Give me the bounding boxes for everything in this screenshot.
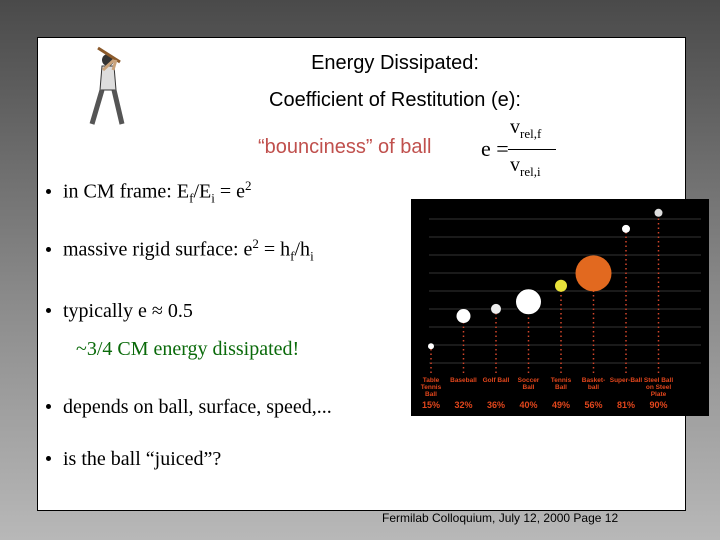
- ball-label: Tennis Ball: [550, 377, 572, 391]
- bullet: in CM frame: Ef/Ei = e2: [46, 178, 252, 207]
- value-label: 40%: [519, 400, 538, 410]
- value-label: 32%: [454, 400, 473, 410]
- num-sub: rel,f: [520, 126, 542, 141]
- text: massive rigid surface: e: [63, 238, 253, 261]
- bounce-figure: Table Tennis Ball 15% Baseball 32% Golf Ball…: [411, 199, 709, 416]
- den-sub: rel,i: [520, 164, 541, 179]
- formula-lhs: e =: [481, 136, 509, 161]
- text: = h: [258, 238, 291, 261]
- ball-label: Super-Ball: [609, 377, 643, 384]
- text: = e: [214, 180, 245, 203]
- text: 2: [252, 236, 259, 251]
- footer: Fermilab Colloquium, July 12, 2000 Page …: [382, 511, 619, 525]
- text: in CM frame: E: [63, 180, 190, 203]
- bullet-note: ~3/4 CM energy dissipated!: [76, 338, 300, 360]
- num: v: [510, 116, 520, 138]
- formula-den: vrel,i: [510, 154, 541, 180]
- text: typically e ≈ 0.5: [63, 300, 193, 322]
- text: f: [189, 190, 194, 206]
- bullet: depends on ball, surface, speed,...: [46, 396, 332, 419]
- value-label: 49%: [551, 400, 570, 410]
- ball: [515, 288, 542, 316]
- bullet: typically e ≈ 0.5: [46, 300, 193, 323]
- note: “bounciness” of ball: [258, 136, 432, 158]
- ball-label: Golf Ball: [482, 377, 510, 384]
- text: /h: [294, 238, 311, 261]
- ball-label: Table Tennis Ball: [420, 377, 442, 398]
- bullet: is the ball “juiced”?: [46, 448, 221, 471]
- ball: [456, 309, 471, 324]
- ball: [491, 303, 501, 314]
- value-label: 81%: [616, 400, 635, 410]
- text: is the ball “juiced”?: [63, 448, 222, 470]
- ball: [428, 343, 434, 350]
- value-label: 36%: [486, 400, 505, 410]
- ball: [555, 279, 567, 292]
- batter-icon: [89, 46, 125, 125]
- ball-label: Steel Ball on Steel Plate: [643, 377, 674, 398]
- slide: Energy Dissipated: Coefficient of Restit…: [37, 37, 709, 525]
- ball-label: Basket-ball: [581, 377, 606, 391]
- value-label: 56%: [584, 400, 603, 410]
- formula-num: vrel,f: [510, 116, 541, 142]
- text: i: [211, 190, 215, 206]
- ball-label: Baseball: [450, 377, 477, 384]
- value-label: 15%: [421, 400, 440, 410]
- title: Energy Dissipated:: [311, 52, 479, 74]
- value-label: 90%: [649, 400, 668, 410]
- ball-label: Soccer Ball: [517, 377, 540, 391]
- text: 2: [245, 178, 252, 193]
- text: /E: [193, 180, 212, 203]
- text: depends on ball, surface, speed,...: [63, 396, 332, 418]
- fraction-bar: [508, 149, 556, 150]
- ball: [654, 208, 663, 217]
- ball: [622, 224, 630, 233]
- den: v: [510, 154, 520, 176]
- ball: [575, 255, 612, 292]
- text: i: [310, 248, 314, 264]
- bounce-chart: [428, 208, 701, 373]
- text: f: [290, 248, 295, 264]
- bullet: massive rigid surface: e2 = hf/hi: [46, 236, 314, 265]
- subtitle: Coefficient of Restitution (e):: [269, 89, 521, 111]
